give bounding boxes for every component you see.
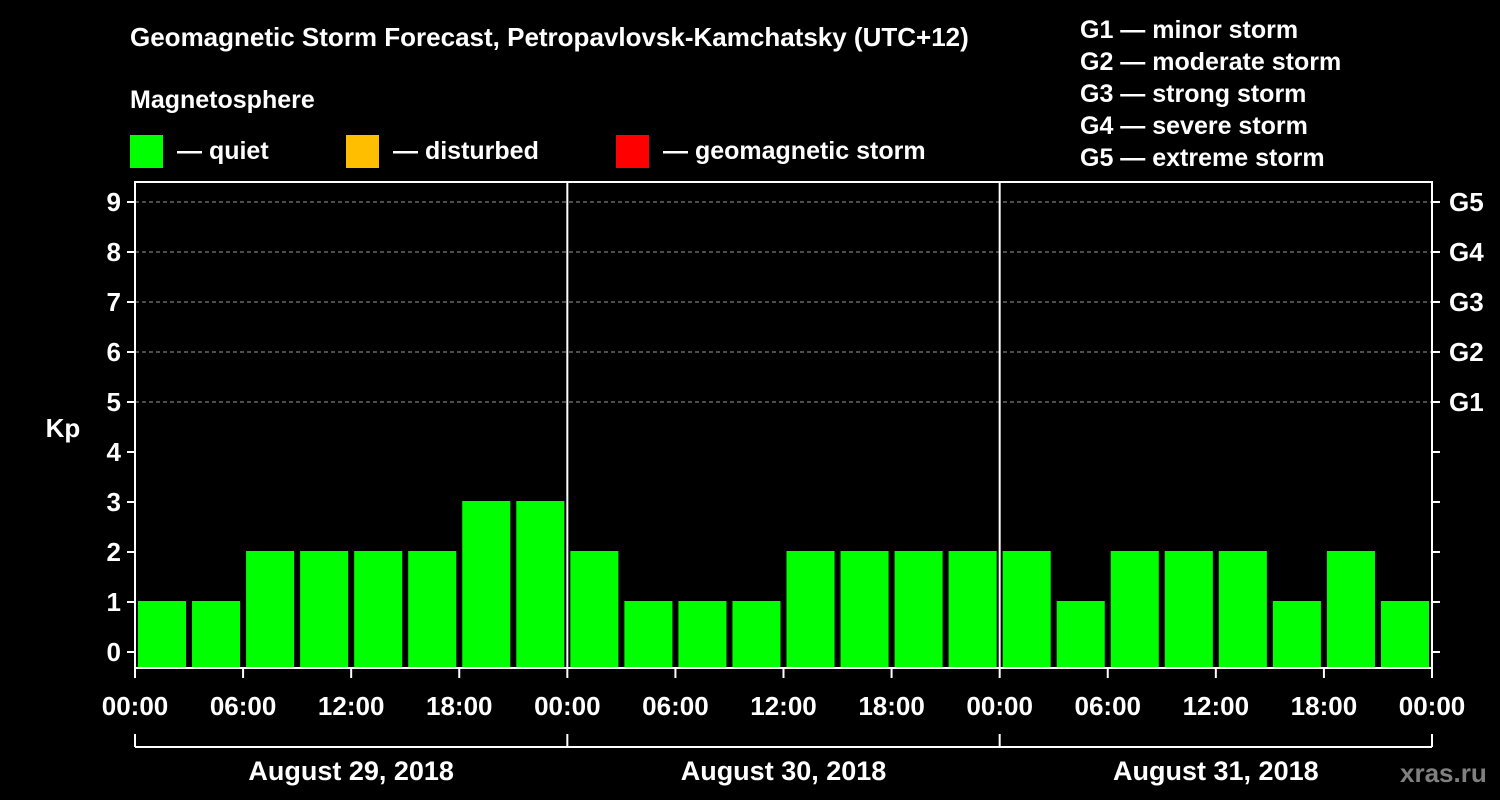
x-tick-label: 06:00 — [1075, 691, 1142, 721]
legend-label-quiet: — quiet — [177, 136, 269, 165]
storm-scale-g4: G4 — severe storm — [1080, 112, 1308, 140]
y-tick-label: 8 — [107, 237, 121, 267]
storm-scale-g5: G5 — extreme storm — [1080, 144, 1325, 172]
storm-scale-legend: G1 — minor storm G2 — moderate storm G3 … — [1080, 14, 1341, 174]
kp-bar — [1164, 551, 1213, 668]
kp-bar — [1272, 601, 1321, 668]
x-tick-label: 18:00 — [858, 691, 925, 721]
storm-scale-g2: G2 — moderate storm — [1080, 48, 1342, 76]
kp-bar — [300, 551, 349, 668]
kp-bar — [1326, 551, 1375, 668]
y-tick-label: 9 — [107, 187, 121, 217]
y-tick-label: 1 — [107, 587, 121, 617]
g-level-label: G4 — [1449, 237, 1484, 267]
disturbed-swatch — [346, 134, 379, 168]
x-tick-label: 12:00 — [318, 691, 385, 721]
kp-bar — [246, 551, 295, 668]
kp-bar — [894, 551, 943, 668]
quiet-swatch — [130, 134, 163, 168]
legend-item-storm: — geomagnetic storm — [616, 134, 926, 168]
x-tick-label: 18:00 — [1291, 691, 1358, 721]
kp-bar — [624, 601, 673, 668]
kp-bar — [516, 501, 565, 668]
day-label: August 30, 2018 — [681, 756, 887, 786]
kp-bar — [138, 601, 187, 668]
y-tick-label: 7 — [107, 287, 121, 317]
g-level-label: G3 — [1449, 287, 1484, 317]
kp-bar — [678, 601, 727, 668]
storm-scale-g1: G1 — minor storm — [1080, 16, 1299, 44]
x-tick-label: 00:00 — [102, 691, 169, 721]
kp-bar — [354, 551, 403, 668]
x-tick-label: 00:00 — [966, 691, 1033, 721]
kp-bar — [1002, 551, 1051, 668]
kp-bar — [786, 551, 835, 668]
y-tick-label: 6 — [107, 337, 121, 367]
legend-heading: Magnetosphere — [130, 86, 315, 114]
kp-bar — [192, 601, 241, 668]
watermark: xras.ru — [1400, 758, 1487, 788]
x-tick-label: 06:00 — [210, 691, 277, 721]
y-tick-label: 5 — [107, 387, 121, 417]
chart-title: Geomagnetic Storm Forecast, Petropavlovs… — [130, 22, 969, 52]
g-level-label: G5 — [1449, 187, 1484, 217]
storm-swatch — [616, 134, 649, 168]
g-level-label: G1 — [1449, 387, 1484, 417]
y-axis-title: Kp — [46, 413, 81, 443]
kp-bar — [732, 601, 781, 668]
y-tick-label: 3 — [107, 487, 121, 517]
legend-item-quiet: — quiet — [130, 134, 269, 168]
g-level-label: G2 — [1449, 337, 1484, 367]
legend-label-disturbed: — disturbed — [393, 136, 539, 165]
storm-scale-g3: G3 — strong storm — [1080, 80, 1307, 108]
kp-bar — [1380, 601, 1429, 668]
kp-bar — [1110, 551, 1159, 668]
kp-bar — [570, 551, 619, 668]
legend-item-disturbed: — disturbed — [346, 134, 539, 168]
kp-bar — [948, 551, 997, 668]
kp-bar — [408, 551, 457, 668]
kp-bar — [840, 551, 889, 668]
x-tick-label: 00:00 — [1399, 691, 1466, 721]
day-label: August 31, 2018 — [1113, 756, 1319, 786]
x-tick-label: 06:00 — [642, 691, 709, 721]
y-tick-label: 4 — [107, 437, 122, 467]
kp-bar — [1218, 551, 1267, 668]
y-tick-label: 0 — [107, 637, 121, 667]
kp-bar — [1056, 601, 1105, 668]
x-tick-label: 12:00 — [1183, 691, 1250, 721]
day-label: August 29, 2018 — [248, 756, 454, 786]
legend-label-storm: — geomagnetic storm — [663, 136, 926, 165]
kp-bar — [462, 501, 511, 668]
x-tick-label: 12:00 — [750, 691, 817, 721]
x-tick-label: 00:00 — [534, 691, 601, 721]
y-tick-label: 2 — [107, 537, 121, 567]
x-tick-label: 18:00 — [426, 691, 493, 721]
